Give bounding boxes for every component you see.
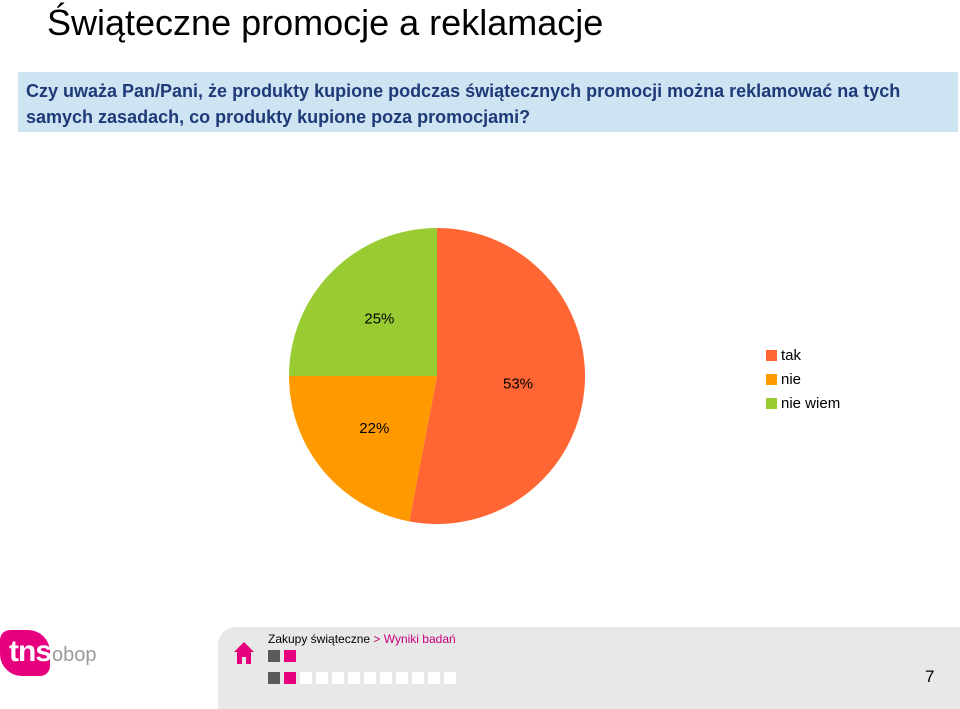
nav-square[interactable] — [268, 672, 280, 684]
nav-square[interactable] — [300, 672, 312, 684]
legend-label: tak — [781, 346, 802, 364]
legend-label: nie wiem — [781, 394, 841, 412]
legend-swatch — [766, 397, 777, 409]
legend-label: nie — [781, 370, 802, 388]
legend-item-nie-wiem: nie wiem — [766, 391, 840, 415]
nav-square[interactable] — [380, 672, 392, 684]
nav-square[interactable] — [284, 672, 296, 684]
pie-data-label: 22% — [359, 420, 389, 437]
question-text: Czy uważa Pan/Pani, że produkty kupione … — [26, 81, 901, 127]
legend-item-nie: nie — [766, 367, 840, 391]
nav-square[interactable] — [284, 650, 296, 662]
page-number: 7 — [925, 667, 935, 686]
nav-square[interactable] — [444, 672, 456, 684]
tns-obop-logo: tns obop — [0, 626, 97, 682]
footer-bar — [218, 627, 960, 709]
page-title: Świąteczne promocje a reklamacje — [47, 2, 604, 43]
breadcrumb-current[interactable]: Wyniki badań — [383, 632, 456, 646]
breadcrumb: Zakupy świąteczne > Wyniki badań — [268, 632, 456, 646]
nav-square[interactable] — [268, 650, 280, 662]
pie-slice-nie-wiem — [289, 228, 437, 376]
logo-tns-text: tns — [9, 635, 52, 668]
legend-swatch — [766, 349, 777, 361]
nav-square[interactable] — [428, 672, 440, 684]
logo-obop-text: obop — [52, 644, 97, 666]
nav-square[interactable] — [396, 672, 408, 684]
nav-squares-row-1 — [268, 649, 300, 667]
pie-data-label: 25% — [364, 310, 394, 327]
pie-data-label: 53% — [503, 376, 533, 393]
home-icon[interactable] — [233, 641, 255, 665]
chart-legend: tak nie nie wiem — [766, 343, 840, 415]
nav-square[interactable] — [364, 672, 376, 684]
legend-item-tak: tak — [766, 343, 840, 367]
question-box: Czy uważa Pan/Pani, że produkty kupione … — [18, 72, 958, 132]
nav-squares-row-2 — [268, 671, 460, 689]
nav-square[interactable] — [412, 672, 424, 684]
pie-slice-nie — [289, 376, 437, 522]
logo-badge — [0, 630, 50, 676]
breadcrumb-separator: > — [373, 632, 381, 646]
nav-square[interactable] — [348, 672, 360, 684]
nav-square[interactable] — [332, 672, 344, 684]
legend-swatch — [766, 373, 777, 385]
pie-slice-tak — [409, 228, 585, 525]
breadcrumb-section[interactable]: Zakupy świąteczne — [268, 632, 371, 646]
nav-square[interactable] — [316, 672, 328, 684]
